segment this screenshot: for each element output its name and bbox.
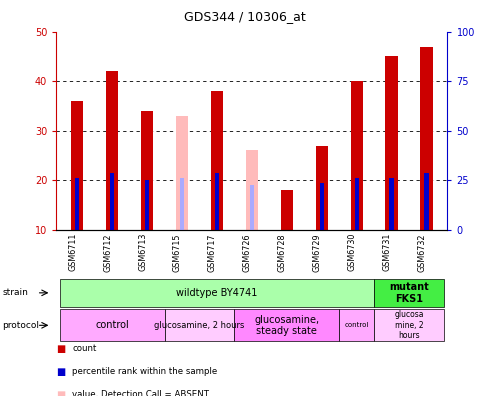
Text: GSM6711: GSM6711	[68, 233, 77, 271]
Text: GSM6731: GSM6731	[382, 233, 391, 271]
Text: GSM6730: GSM6730	[347, 233, 356, 271]
Bar	[110, 173, 114, 230]
Bar	[234, 309, 339, 341]
Text: glucosamine,
steady state: glucosamine, steady state	[254, 314, 319, 336]
Text: GSM6712: GSM6712	[103, 233, 112, 272]
Text: count: count	[72, 344, 97, 353]
Text: percentile rank within the sample: percentile rank within the sample	[72, 367, 217, 376]
Bar	[354, 178, 358, 230]
Text: strain: strain	[2, 288, 28, 297]
Bar	[245, 150, 258, 230]
Bar	[350, 81, 362, 230]
Bar	[388, 178, 393, 230]
Text: ■: ■	[56, 390, 65, 396]
Text: value, Detection Call = ABSENT: value, Detection Call = ABSENT	[72, 390, 209, 396]
Bar	[319, 183, 323, 230]
Text: glucosa
mine, 2
hours: glucosa mine, 2 hours	[393, 310, 423, 340]
Text: GSM6729: GSM6729	[312, 233, 321, 272]
Text: control: control	[95, 320, 129, 330]
Text: GSM6728: GSM6728	[277, 233, 286, 272]
Bar	[144, 180, 149, 230]
Bar	[176, 116, 188, 230]
Bar	[339, 309, 373, 341]
Bar	[164, 309, 234, 341]
Bar	[385, 56, 397, 230]
Text: GSM6726: GSM6726	[243, 233, 251, 272]
Bar	[373, 279, 443, 307]
Bar	[210, 91, 223, 230]
Bar	[71, 101, 83, 230]
Bar	[106, 71, 118, 230]
Text: control: control	[344, 322, 368, 328]
Text: GSM6715: GSM6715	[173, 233, 182, 272]
Text: ■: ■	[56, 367, 65, 377]
Bar	[60, 309, 164, 341]
Text: mutant
FKS1: mutant FKS1	[388, 282, 428, 304]
Bar	[214, 173, 219, 230]
Bar	[420, 46, 432, 230]
Bar	[280, 190, 292, 230]
Text: ■: ■	[56, 344, 65, 354]
Text: glucosamine, 2 hours: glucosamine, 2 hours	[154, 321, 244, 330]
Bar	[373, 309, 443, 341]
Bar	[424, 173, 427, 230]
Text: GSM6732: GSM6732	[417, 233, 426, 272]
Text: protocol: protocol	[2, 321, 40, 330]
Bar	[75, 178, 79, 230]
Bar	[60, 279, 373, 307]
Bar	[315, 145, 327, 230]
Text: GDS344 / 10306_at: GDS344 / 10306_at	[183, 10, 305, 23]
Bar	[180, 178, 183, 230]
Text: GSM6717: GSM6717	[207, 233, 217, 272]
Bar	[249, 185, 253, 230]
Bar	[141, 111, 153, 230]
Text: GSM6713: GSM6713	[138, 233, 147, 271]
Text: wildtype BY4741: wildtype BY4741	[176, 288, 257, 298]
